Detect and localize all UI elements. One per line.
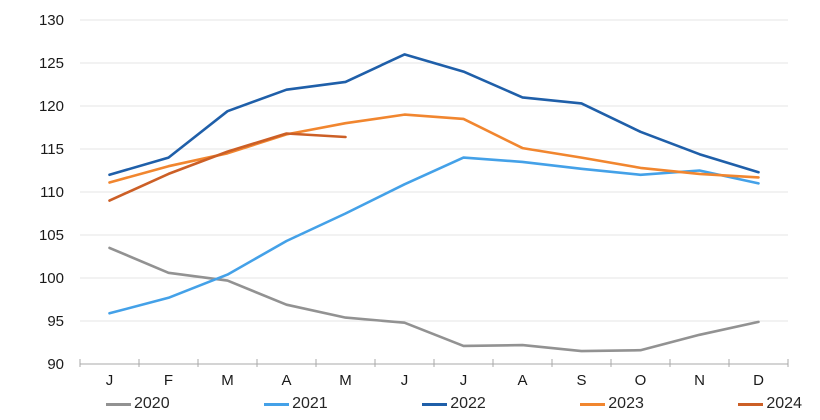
- y-axis-label-105: 105: [39, 227, 64, 244]
- legend-label-2021: 2021: [292, 395, 328, 412]
- legend-swatch-2021: [264, 402, 290, 406]
- legend-item-2023: 2023: [580, 395, 644, 413]
- x-axis-label-1-J: J: [106, 372, 114, 389]
- x-axis-label-9-S: S: [576, 372, 586, 389]
- y-axis-label-130: 130: [39, 12, 64, 29]
- y-axis-label-90: 90: [47, 356, 64, 373]
- y-axis-label-100: 100: [39, 270, 64, 287]
- series-line-2024: [108, 132, 347, 202]
- legend-item-2022: 2022: [422, 395, 486, 413]
- series-line-2021: [108, 156, 760, 315]
- y-axis-label-120: 120: [39, 98, 64, 115]
- legend-label-2023: 2023: [608, 395, 644, 412]
- series-line-2020: [108, 246, 760, 353]
- x-axis-label-11-N: N: [694, 372, 705, 389]
- legend-label-2022: 2022: [450, 395, 486, 412]
- x-axis-label-2-F: F: [164, 372, 173, 389]
- series-line-2022: [108, 53, 760, 177]
- x-axis-label-5-M: M: [339, 372, 352, 389]
- legend-swatch-2023: [580, 402, 606, 406]
- y-axis-label-95: 95: [47, 313, 64, 330]
- y-axis-label-125: 125: [39, 55, 64, 72]
- y-axis-label-115: 115: [40, 141, 64, 158]
- legend-item-2024: 2024: [738, 395, 802, 413]
- legend: 2020 2021 2022 2023 2024: [0, 395, 820, 413]
- x-axis-label-7-J: J: [460, 372, 468, 389]
- x-axis-label-6-J: J: [401, 372, 409, 389]
- legend-label-2020: 2020: [134, 395, 170, 412]
- x-axis-label-12-D: D: [753, 372, 764, 389]
- x-axis-label-3-M: M: [221, 372, 234, 389]
- x-axis-label-4-A: A: [281, 372, 291, 389]
- x-axis-label-10-O: O: [635, 372, 647, 389]
- legend-swatch-2024: [738, 402, 764, 406]
- x-axis-label-8-A: A: [517, 372, 527, 389]
- legend-swatch-2020: [106, 402, 131, 406]
- legend-swatch-2022: [422, 402, 448, 406]
- legend-item-2020: 2020: [106, 395, 170, 413]
- plot-area: 90 95 100 105 110 115 120 125 130 J F M A M J J A S O N D: [39, 12, 789, 389]
- legend-label-2024: 2024: [766, 395, 802, 412]
- y-axis-label-110: 110: [40, 184, 64, 201]
- legend-item-2021: 2021: [264, 395, 328, 413]
